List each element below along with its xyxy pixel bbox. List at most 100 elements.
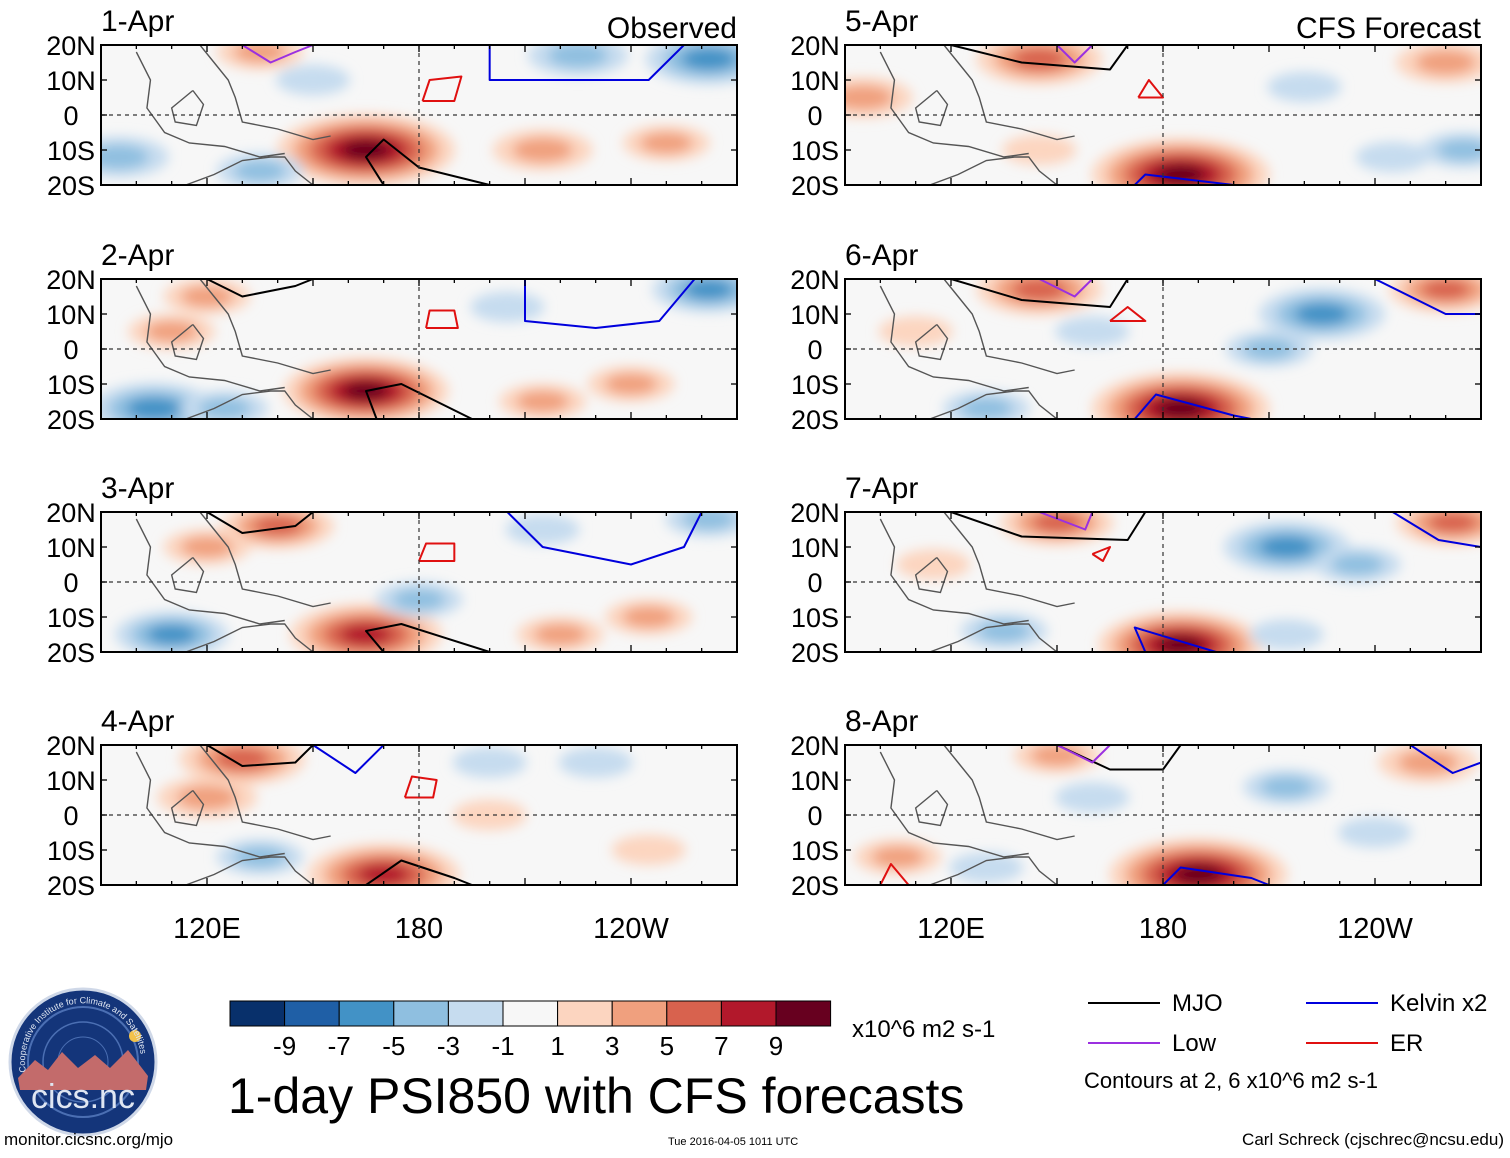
contour-kelvin xyxy=(1162,866,1270,885)
contour-kelvin xyxy=(1409,745,1481,774)
contour-kelvin xyxy=(1133,626,1217,652)
lat-tick-label: 20N xyxy=(46,31,96,61)
coastline xyxy=(170,323,205,361)
cics-logo: cics.nc Cooperative Institute for Climat… xyxy=(8,987,158,1137)
anomaly-blob xyxy=(896,549,971,580)
anomaly-blob xyxy=(505,514,580,545)
anomaly-blob xyxy=(1158,635,1204,652)
lon-tick-label: 120W xyxy=(593,913,669,945)
colorbar-tick-label: -1 xyxy=(491,1031,514,1061)
panel-date-label: 1-Apr xyxy=(101,5,174,38)
lat-tick-label: 0 xyxy=(807,101,822,131)
coastline xyxy=(170,89,205,127)
lon-tick-label: 180 xyxy=(1139,913,1187,945)
lat-tick-label: 0 xyxy=(63,101,78,131)
anomaly-blob xyxy=(1002,134,1077,166)
contour-note: Contours at 2, 6 x10^6 m2 s-1 xyxy=(1084,1068,1379,1093)
anomaly-blob xyxy=(1355,141,1430,173)
anomaly-blob xyxy=(681,48,736,70)
anomaly-blob xyxy=(1249,619,1324,650)
anomaly-blob xyxy=(1174,864,1223,885)
lat-tick-label: 10N xyxy=(46,766,96,796)
anomaly-blob xyxy=(1260,776,1313,798)
lat-tick-label: 10S xyxy=(791,603,839,633)
anomaly-blob xyxy=(516,390,569,413)
coastline xyxy=(879,518,1029,625)
map-panel-2-Apr: 20N 10N 0 10S 20S 2-Apr xyxy=(46,239,738,435)
lon-tick-label: 180 xyxy=(395,913,443,945)
anomaly-blob xyxy=(534,623,587,646)
anomaly-blob xyxy=(1338,817,1412,848)
lat-tick-label: 0 xyxy=(63,801,78,831)
lat-tick-label: 20N xyxy=(790,731,840,761)
anomaly-blob xyxy=(1331,553,1384,576)
lat-tick-label: 10S xyxy=(791,836,839,866)
lat-tick-label: 10N xyxy=(46,66,96,96)
coastline xyxy=(914,323,949,361)
legend-label-mjo: MJO xyxy=(1172,990,1223,1017)
coastline xyxy=(943,279,1075,375)
lat-tick-label: 20N xyxy=(46,265,96,295)
coastline xyxy=(879,51,1029,158)
map-panel-5-Apr: 20N 10N 0 10S 20S 5-Apr CFS Forecast xyxy=(790,5,1482,201)
lat-tick-label: 10S xyxy=(791,370,839,400)
lat-tick-label: 10N xyxy=(790,300,840,330)
panel-date-label: 2-Apr xyxy=(101,239,174,272)
coastline xyxy=(879,751,1029,858)
lat-tick-label: 0 xyxy=(807,801,822,831)
anomaly-blob xyxy=(548,45,608,68)
anomaly-blob xyxy=(960,397,1013,419)
lat-tick-label: 20N xyxy=(46,731,96,761)
contour-mjo xyxy=(365,859,473,885)
lat-tick-label: 0 xyxy=(63,335,78,365)
contour-low xyxy=(1056,45,1094,64)
contour-kelvin xyxy=(1392,512,1481,548)
anomaly-blob xyxy=(198,397,251,419)
coastline xyxy=(185,623,314,652)
colorbar-swatch xyxy=(393,1000,449,1027)
anomaly-blob xyxy=(1012,48,1067,70)
panel-date-label: 7-Apr xyxy=(845,472,918,505)
coastline xyxy=(135,51,285,158)
coastline xyxy=(199,745,331,841)
coastline xyxy=(185,856,314,885)
contour-er xyxy=(1109,306,1147,322)
observed-header: Observed xyxy=(607,12,737,45)
anomaly-blob xyxy=(276,64,350,96)
anomaly-blob xyxy=(233,160,287,182)
anomaly-blob xyxy=(233,45,287,63)
anomaly-blob xyxy=(127,397,181,419)
contour-kelvin xyxy=(488,45,685,81)
contour-er xyxy=(403,775,438,799)
colorbar-swatch xyxy=(611,1000,668,1027)
contour-kelvin xyxy=(524,279,696,329)
lat-tick-label: 20S xyxy=(791,171,839,201)
footer-timestamp: Tue 2016-04-05 1011 UTC xyxy=(668,1136,799,1148)
anomaly-blob xyxy=(1295,303,1349,325)
anomaly-blob xyxy=(1428,512,1477,533)
coastline xyxy=(135,285,285,392)
coastline xyxy=(135,751,285,858)
footer-left-url: monitor.cicsnc.org/mjo xyxy=(4,1130,174,1149)
colorbar-tick-label: 7 xyxy=(714,1031,728,1061)
anomaly-blob xyxy=(180,536,234,558)
colorbar-tick-label: -7 xyxy=(328,1031,351,1061)
colorbar-tick-label: -9 xyxy=(273,1031,296,1061)
coastline xyxy=(914,89,949,127)
coastline xyxy=(943,512,1075,608)
anomaly-blob xyxy=(878,316,953,347)
anomaly-blob xyxy=(1398,750,1458,775)
contour-kelvin xyxy=(1374,279,1481,315)
legend-label-kelvin: Kelvin x2 xyxy=(1390,990,1488,1017)
contour-mjo xyxy=(365,138,490,185)
forecast-header: CFS Forecast xyxy=(1296,12,1482,45)
coastline xyxy=(135,518,285,625)
contour-mjo xyxy=(950,45,1129,71)
contour-er xyxy=(1091,546,1111,562)
anomaly-blob xyxy=(977,620,1031,642)
lon-tick-label: 120W xyxy=(1337,913,1413,945)
contour-kelvin xyxy=(1133,393,1252,419)
colorbar-tick-label: -3 xyxy=(437,1031,460,1061)
contour-low xyxy=(1038,512,1094,531)
legend-label-er: ER xyxy=(1390,1030,1424,1057)
